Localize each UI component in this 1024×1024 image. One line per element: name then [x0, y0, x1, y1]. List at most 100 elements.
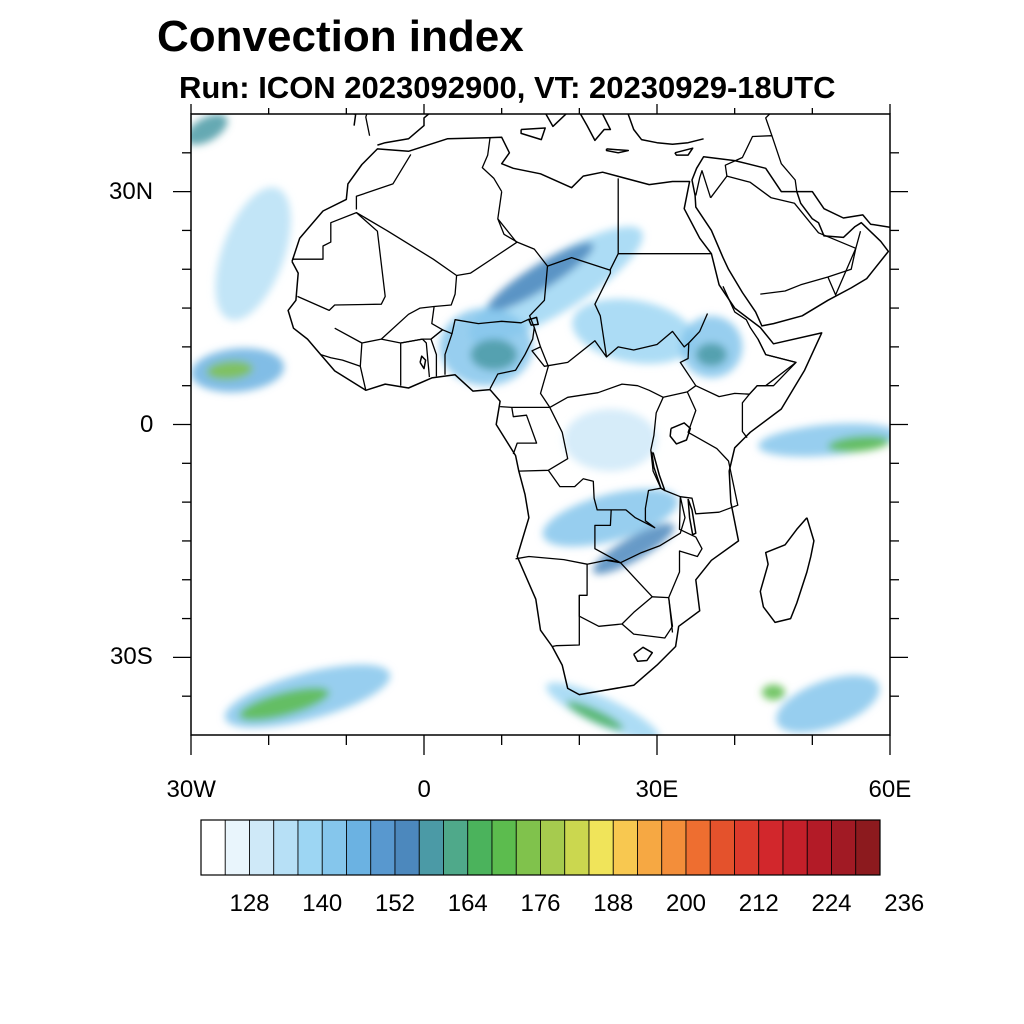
border-niger-nigeria-border: [451, 318, 530, 334]
convection-sudan-cluster: [572, 298, 696, 364]
border-mali-niger-border: [334, 275, 458, 344]
convection-nigeria-core: [470, 339, 518, 371]
colorbar-box-3: [273, 819, 299, 876]
convection-south-of-cape-core: [566, 701, 624, 730]
coast-lake-chad: [528, 316, 539, 326]
colorbar-label-140: 140: [302, 890, 342, 917]
border-angola-namibia-zambia: [515, 509, 622, 565]
colorbar-box-23: [758, 819, 784, 876]
boundary-layer: [287, 88, 890, 696]
coast-africa-coastline: [287, 136, 823, 696]
convection-atlantic-itcz-core: [206, 360, 254, 380]
border-burkina-border: [381, 306, 444, 344]
colorbar-box-15: [564, 819, 590, 876]
colorbar-box-24: [782, 819, 808, 876]
coast-lake-malawi: [687, 498, 697, 536]
border-gabon-congo-border: [511, 407, 538, 455]
border-guinea-border: [320, 353, 361, 367]
coast-lesotho: [633, 646, 654, 663]
chart-title: Convection index: [157, 12, 524, 61]
coast-mediterranean-north-coast: [377, 114, 568, 146]
convection-canary-band: [215, 187, 291, 321]
colorbar-box-21: [709, 819, 735, 876]
border-israel-jordan: [695, 170, 712, 198]
border-mauritania-border: [292, 211, 386, 312]
border-cameroon-gabon-congo: [500, 405, 569, 472]
colorbar-label-236: 236: [884, 890, 924, 917]
border-nigeria-cameroon-border: [489, 327, 535, 390]
border-botswana-border: [578, 562, 653, 627]
border-west-africa-internal: [359, 342, 367, 391]
lon-label-0: 0: [417, 776, 431, 803]
border-iraq-syria-jordan: [724, 135, 798, 192]
convection-indian-ocean-core: [827, 435, 890, 453]
chart-subtitle: Run: ICON 2023092900, VT: 20230929-18UTC: [179, 70, 836, 105]
border-oman-yemen-border: [827, 231, 862, 296]
lat-label-30N: 30N: [109, 177, 154, 205]
lon-label-30W: 30W: [166, 776, 216, 803]
border-morocco-algeria-border: [355, 154, 412, 210]
colorbar-box-4: [297, 819, 323, 876]
convection-ethiopia-core: [695, 342, 727, 367]
colorbar-box-1: [224, 819, 250, 876]
colorbar-box-20: [685, 819, 711, 876]
border-algeria-libya-niger: [497, 218, 517, 243]
convection-field-layer: [191, 114, 890, 735]
colorbar-box-13: [515, 819, 541, 876]
border-car-borders: [539, 346, 697, 409]
colorbar-label-164: 164: [448, 890, 488, 917]
lat-label-0: 0: [140, 410, 154, 438]
colorbar-label-188: 188: [593, 890, 633, 917]
coast-arabia-coastline: [691, 155, 890, 327]
convection-sahel-band: [469, 226, 643, 344]
convection-north-atlantic-corner: [191, 114, 228, 145]
border-iran-turkey-border: [765, 114, 773, 136]
colorbar-box-10: [443, 819, 469, 876]
coast-madagascar-coastline: [759, 517, 815, 624]
axis-ticks: [173, 104, 908, 755]
border-namibia-botswana-sa: [552, 595, 580, 648]
colorbar-box-12: [491, 819, 517, 876]
colorbar-box-9: [418, 819, 444, 876]
convection-southern-indian-core: [761, 684, 786, 701]
colorbar-box-14: [540, 819, 566, 876]
border-drc-east-border: [547, 397, 664, 529]
border-chad-borders: [528, 266, 612, 367]
colorbar-box-5: [321, 819, 347, 876]
colorbar-box-27: [855, 819, 881, 876]
coast-sicily: [520, 127, 546, 141]
colorbar-label-212: 212: [739, 890, 779, 917]
border-saudi-borders: [710, 175, 857, 295]
border-kenya-somalia-border: [741, 393, 750, 439]
colorbar-label-176: 176: [520, 890, 560, 917]
border-algeria-mali-niger-border: [356, 212, 518, 277]
colorbar-label-224: 224: [811, 890, 851, 917]
border-tunisia-algeria: [481, 138, 503, 192]
border-sudan-ssudan-border: [606, 330, 690, 358]
coast-cyprus: [674, 147, 694, 156]
colorbar-label-128: 128: [229, 890, 269, 917]
colorbar-box-19: [661, 819, 687, 876]
border-france-spain: [410, 88, 447, 95]
coast-lake-victoria: [669, 422, 692, 445]
colorbar-box-6: [346, 819, 372, 876]
convection-south-atlantic-core: [239, 687, 330, 721]
plot-frame: [190, 113, 891, 736]
lat-label-30S: 30S: [110, 643, 153, 671]
colorbar-box-16: [588, 819, 614, 876]
colorbar-box-25: [806, 819, 832, 876]
colorbar-box-26: [831, 819, 857, 876]
coast-persian-gulf-iran-coast: [796, 190, 890, 229]
colorbar-box-18: [637, 819, 663, 876]
colorbar-box-8: [394, 819, 420, 876]
lon-label-60E: 60E: [868, 776, 912, 803]
colorbar-label-152: 152: [375, 890, 415, 917]
colorbar-box-17: [612, 819, 638, 876]
coast-europe-coastline: [353, 114, 357, 126]
border-zambia-zimbabwe-mozambique: [606, 496, 703, 633]
colorbar-box-22: [734, 819, 760, 876]
coast-greece-turkey-coast: [579, 114, 704, 146]
convection-southern-indian-ocean: [776, 675, 880, 733]
colorbar-label-200: 200: [666, 890, 706, 917]
